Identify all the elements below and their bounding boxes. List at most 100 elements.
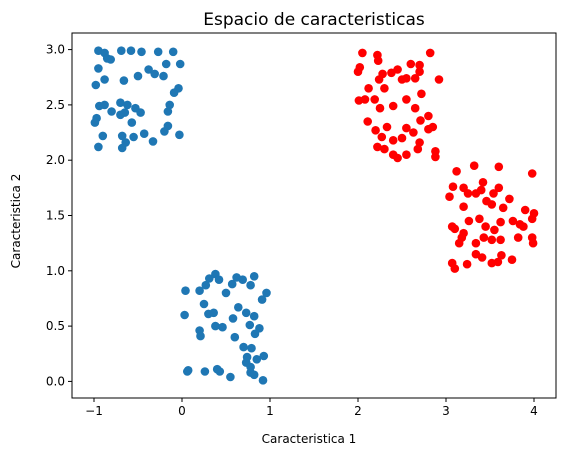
scatter-point — [168, 47, 178, 57]
scatter-point — [218, 322, 227, 332]
x-tick-label: 4 — [530, 404, 538, 418]
scatter-point — [415, 60, 424, 70]
scatter-point — [246, 362, 255, 372]
scatter-point — [498, 203, 508, 213]
scatter-point — [463, 189, 473, 198]
scatter-point — [195, 286, 204, 296]
scatter-point — [380, 144, 389, 154]
scatter-point — [410, 103, 420, 113]
scatter-point — [221, 288, 231, 298]
scatter-point — [215, 367, 225, 376]
scatter-point — [230, 332, 240, 342]
scatter-point — [417, 89, 426, 99]
scatter-point — [479, 233, 489, 242]
scatter-point — [388, 101, 398, 111]
scatter-point — [520, 205, 530, 215]
scatter-point — [226, 372, 235, 382]
scatter-point — [450, 224, 460, 234]
scatter-point — [239, 342, 248, 352]
scatter-point — [371, 126, 380, 135]
scatter-point — [494, 162, 504, 172]
scatter-point — [169, 88, 179, 97]
scatter-point — [129, 132, 138, 142]
scatter-point — [477, 253, 487, 262]
scatter-point — [425, 48, 435, 58]
scatter-point — [452, 167, 461, 176]
scatter-point — [487, 200, 497, 209]
scatter-point — [487, 235, 497, 245]
scatter-point — [117, 131, 127, 141]
y-axis-label: Caracteristica 2 — [9, 174, 23, 269]
scatter-point — [247, 343, 256, 353]
scatter-point — [464, 216, 474, 226]
scatter-point — [165, 100, 174, 110]
scatter-point — [241, 308, 251, 318]
scatter-point — [424, 111, 433, 121]
scatter-point — [116, 98, 125, 107]
scatter-point — [364, 84, 373, 93]
scatter-point — [153, 47, 163, 57]
scatter-point — [238, 275, 247, 285]
scatter-point — [175, 59, 185, 69]
scatter-point — [199, 299, 209, 309]
scatter-point — [489, 189, 498, 198]
x-tick-label: −1 — [85, 404, 103, 418]
scatter-point — [448, 182, 458, 191]
scatter-point — [131, 103, 140, 113]
scatter-point — [360, 95, 370, 104]
scatter-point — [245, 320, 255, 330]
scatter-point — [496, 235, 505, 245]
scatter-point — [402, 150, 411, 159]
scatter-point — [505, 194, 514, 204]
scatter-point — [513, 233, 523, 242]
scatter-point — [508, 216, 518, 226]
scatter-point — [388, 136, 398, 145]
scatter-point — [393, 153, 402, 163]
scatter-point — [476, 185, 486, 195]
scatter-point — [249, 272, 259, 281]
scatter-point — [246, 280, 255, 290]
scatter-point — [410, 74, 420, 83]
scatter-point — [527, 214, 537, 224]
scatter-point — [116, 110, 125, 120]
scatter-point — [100, 75, 109, 84]
scatter-point — [377, 132, 387, 142]
scatter-point — [507, 255, 517, 264]
scatter-point — [205, 274, 214, 283]
scatter-marks — [90, 46, 539, 385]
scatter-point — [133, 71, 143, 81]
scatter-point — [424, 124, 433, 134]
scatter-point — [490, 225, 499, 235]
y-tick-label: 3.0 — [46, 43, 65, 57]
scatter-point — [373, 56, 383, 65]
x-axis-ticks: −1 0 1 2 3 4 — [85, 398, 538, 418]
y-axis-ticks: 0.0 0.5 1.0 1.5 2.0 2.5 3.0 — [46, 43, 72, 388]
y-tick-label: 2.5 — [46, 98, 65, 112]
scatter-point — [409, 128, 418, 137]
scatter-point — [255, 324, 264, 333]
scatter-point — [469, 161, 479, 170]
scatter-point — [163, 121, 173, 131]
scatter-point — [497, 251, 506, 260]
scatter-point — [375, 103, 385, 113]
x-tick-label: 2 — [354, 404, 362, 418]
scatter-point — [494, 183, 504, 193]
scatter-point — [227, 279, 237, 289]
scatter-point — [370, 95, 380, 104]
scatter-point — [457, 233, 467, 242]
scatter-point — [415, 138, 424, 147]
scatter-point — [363, 117, 373, 126]
scatter-point — [478, 178, 488, 187]
scatter-point — [252, 355, 262, 364]
scatter-point — [431, 152, 440, 162]
chart-title: Espacio de caracteristicas — [203, 10, 425, 30]
x-tick-label: 3 — [442, 404, 450, 418]
scatter-point — [200, 367, 210, 376]
scatter-point — [175, 130, 184, 140]
scatter-point — [378, 69, 387, 79]
scatter-point — [445, 192, 454, 201]
scatter-point — [90, 118, 100, 127]
scatter-point — [519, 222, 528, 231]
scatter-point — [94, 64, 103, 73]
